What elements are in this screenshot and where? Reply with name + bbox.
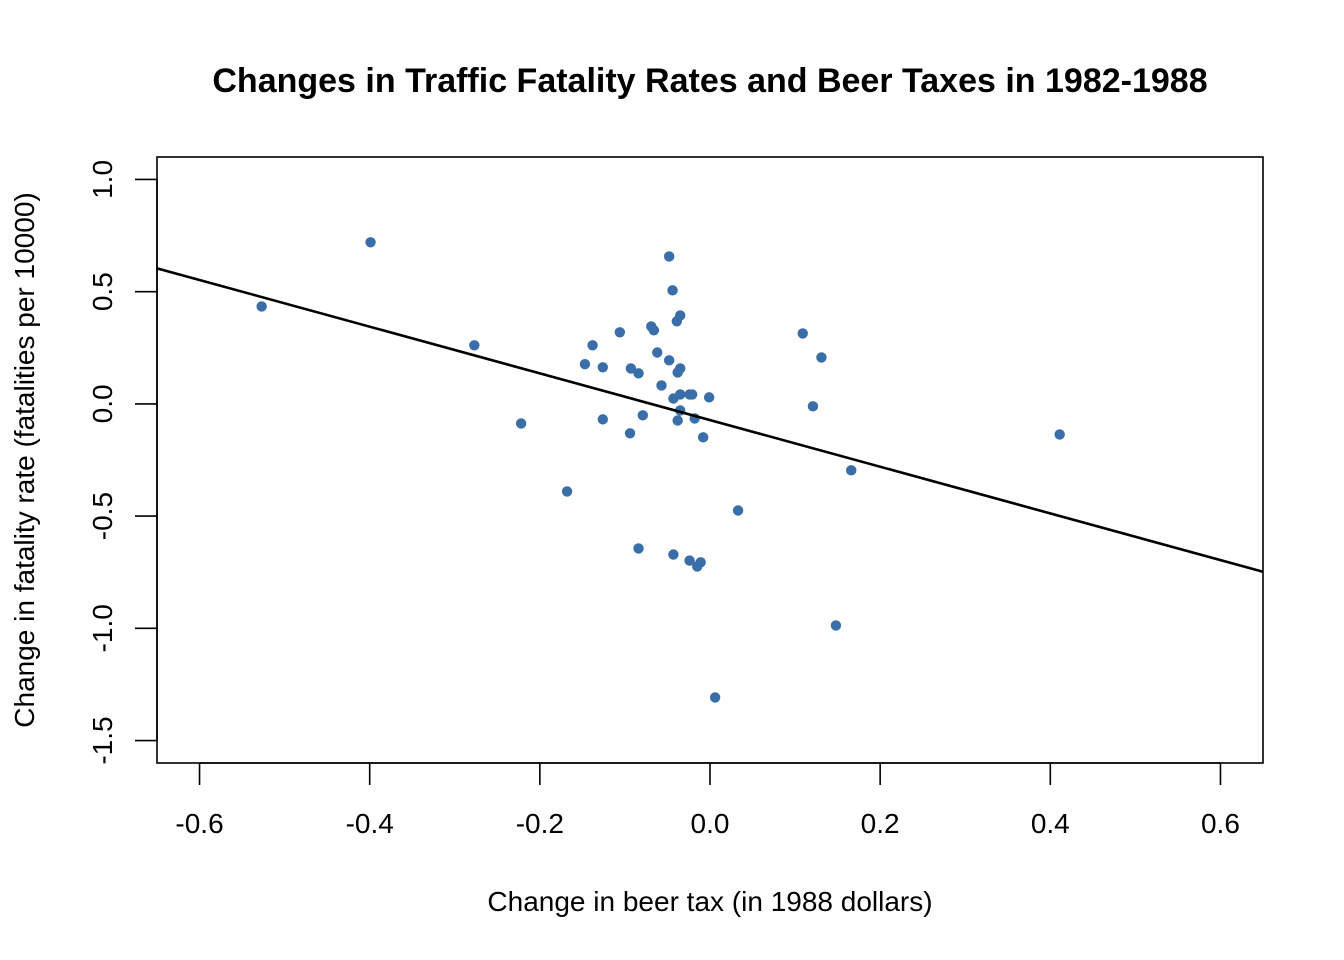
- data-point: [663, 251, 675, 262]
- data-point: [597, 414, 609, 425]
- plot-area: [156, 156, 1264, 764]
- data-point: [652, 347, 663, 358]
- data-point: [709, 692, 721, 703]
- data-point: [648, 325, 660, 336]
- data-point: [807, 401, 819, 412]
- data-point: [668, 549, 679, 560]
- x-tick-label: -0.2: [516, 808, 564, 839]
- x-tick-label: 0.6: [1201, 808, 1240, 839]
- chart-title: Changes in Traffic Fatality Rates and Be…: [212, 62, 1207, 100]
- y-tick-label: 0.5: [87, 272, 118, 311]
- data-point: [597, 362, 609, 373]
- data-point: [624, 428, 636, 439]
- data-point: [675, 310, 686, 321]
- y-tick-label: 0.0: [87, 384, 118, 423]
- data-point: [697, 432, 709, 443]
- data-point: [561, 486, 573, 497]
- data-point: [625, 363, 637, 374]
- data-point: [675, 363, 686, 374]
- y-tick-label: -1.0: [87, 604, 118, 652]
- plot-frame: [156, 156, 1264, 764]
- data-point: [816, 352, 827, 363]
- y-axis-label: Change in fatality rate (fatalities per …: [9, 192, 40, 727]
- data-point: [587, 340, 598, 351]
- y-tick-label: -1.5: [87, 716, 118, 764]
- data-point: [830, 620, 842, 631]
- data-point: [684, 555, 695, 566]
- data-point: [469, 340, 480, 351]
- x-axis-label: Change in beer tax (in 1988 dollars): [487, 886, 932, 917]
- y-tick-label: -0.5: [87, 492, 118, 540]
- x-axis: -0.6 -0.4 -0.2 0.0 0.2 0.4 0.6: [175, 762, 1240, 839]
- data-point: [633, 368, 644, 379]
- data-point: [686, 389, 698, 400]
- y-tick-label: 1.0: [87, 160, 118, 199]
- data-point: [365, 237, 376, 248]
- data-point: [695, 557, 706, 568]
- x-tick-label: 0.2: [861, 808, 900, 839]
- data-point: [633, 543, 644, 554]
- data-point: [256, 301, 267, 312]
- data-point: [797, 328, 808, 339]
- data-point: [656, 380, 667, 391]
- data-point: [703, 392, 715, 403]
- x-tick-label: -0.6: [175, 808, 223, 839]
- data-point: [614, 327, 626, 338]
- regression-line: [156, 267, 1264, 574]
- y-axis: 1.0 0.5 0.0 -0.5 -1.0 -1.5: [87, 160, 158, 765]
- x-tick-label: 0.0: [691, 808, 730, 839]
- data-point: [515, 418, 527, 429]
- data-point: [846, 465, 857, 476]
- data-point: [637, 410, 648, 421]
- data-point: [663, 355, 675, 366]
- data-point: [1054, 429, 1065, 440]
- data-point: [732, 505, 744, 516]
- data-point: [579, 358, 591, 370]
- x-tick-label: -0.4: [346, 808, 394, 839]
- data-point: [672, 415, 683, 426]
- x-tick-label: 0.4: [1031, 808, 1070, 839]
- data-point: [667, 285, 678, 296]
- data-point: [675, 389, 686, 400]
